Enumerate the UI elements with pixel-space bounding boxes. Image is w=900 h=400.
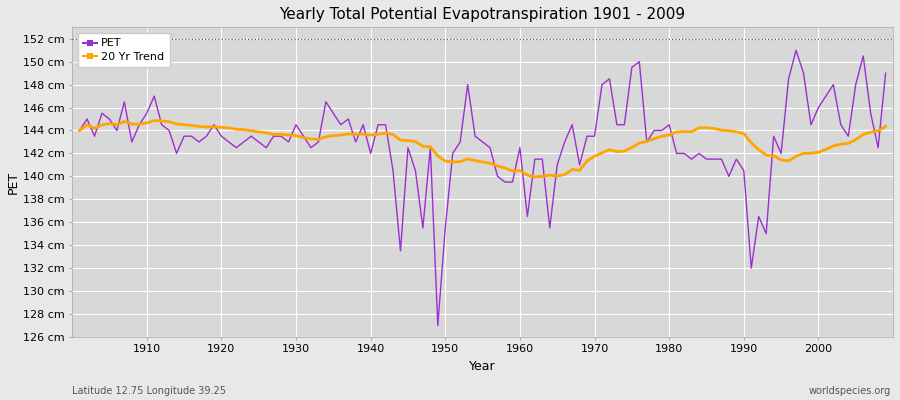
Title: Yearly Total Potential Evapotranspiration 1901 - 2009: Yearly Total Potential Evapotranspiratio… [280,7,686,22]
Text: Latitude 12.75 Longitude 39.25: Latitude 12.75 Longitude 39.25 [72,386,226,396]
Y-axis label: PET: PET [7,170,20,194]
X-axis label: Year: Year [469,360,496,373]
Text: worldspecies.org: worldspecies.org [809,386,891,396]
Legend: PET, 20 Yr Trend: PET, 20 Yr Trend [77,33,170,67]
